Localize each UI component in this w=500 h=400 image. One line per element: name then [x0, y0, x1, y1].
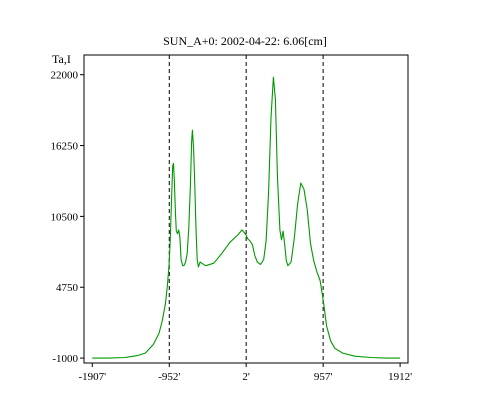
y-tick-label: 10500: [51, 211, 79, 223]
series-line: [92, 76, 401, 359]
y-tick-label: 16250: [51, 141, 79, 153]
vline-group: [168, 55, 324, 363]
series-group: [92, 76, 401, 359]
x-tick-label: 2': [242, 371, 250, 383]
x-tick-label: -952': [158, 371, 180, 383]
tick-group: -1907' -952' 2' 957' 1912' 22000 16250 10500 475…: [51, 70, 413, 383]
y-tick-label: 22000: [51, 70, 79, 82]
y-axis-label: Ta,I: [52, 52, 71, 66]
y-tick-label: 4750: [56, 282, 79, 294]
x-tick-label: 957': [314, 371, 333, 383]
x-tick-label: -1907': [78, 371, 106, 383]
y-tick-label: -1000: [52, 353, 78, 365]
chart-title: SUN_A+0: 2002-04-22: 6.06[cm]: [163, 34, 327, 48]
x-tick-label: 1912': [388, 371, 412, 383]
